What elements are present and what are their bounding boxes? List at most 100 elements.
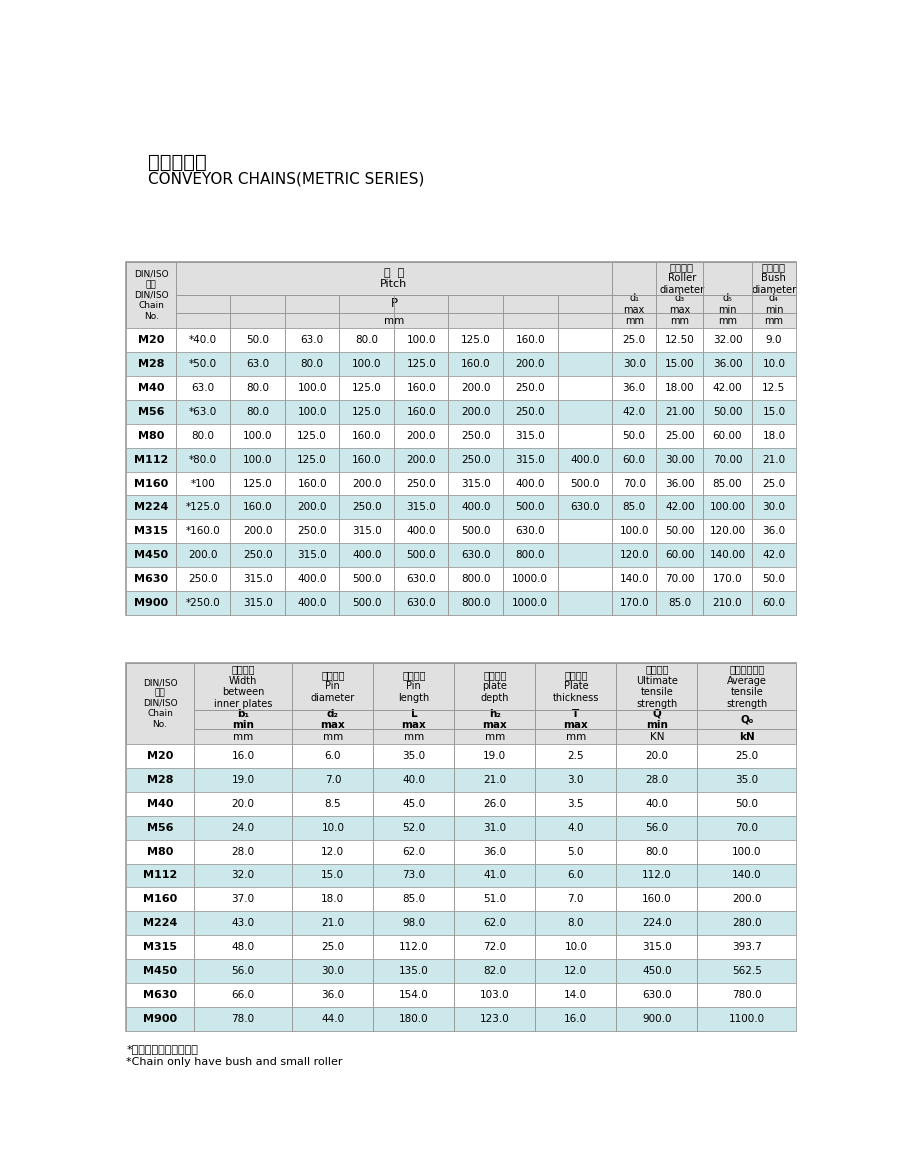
Text: 224.0: 224.0	[642, 918, 671, 929]
Text: 销轴直径
Pin
diameter: 销轴直径 Pin diameter	[310, 670, 355, 703]
Text: 米制输送链: 米制输送链	[148, 153, 207, 172]
Text: 80.0: 80.0	[301, 359, 324, 369]
Text: 2.5: 2.5	[568, 751, 584, 761]
Text: 112.0: 112.0	[642, 870, 671, 881]
Bar	[454, 728, 536, 745]
Text: 15.0: 15.0	[321, 870, 345, 881]
Bar	[126, 888, 796, 911]
Bar	[126, 495, 796, 520]
Text: 80.0: 80.0	[645, 847, 669, 857]
Bar	[126, 328, 796, 352]
Text: 36.0: 36.0	[321, 989, 345, 1000]
Text: 200.0: 200.0	[516, 359, 545, 369]
Text: 14.0: 14.0	[564, 989, 588, 1000]
Text: 154.0: 154.0	[399, 989, 428, 1000]
Text: d₅
min: d₅ min	[718, 293, 737, 315]
Text: 28.0: 28.0	[645, 775, 669, 785]
Text: 125.0: 125.0	[243, 479, 273, 488]
Text: M224: M224	[143, 918, 177, 929]
Text: 200.0: 200.0	[297, 502, 327, 513]
Bar	[126, 567, 796, 591]
Text: kN: kN	[739, 732, 754, 741]
Text: 80.0: 80.0	[192, 431, 214, 440]
Text: 100.0: 100.0	[297, 408, 327, 417]
Bar	[454, 663, 536, 711]
Text: 400.0: 400.0	[516, 479, 545, 488]
Text: 500.0: 500.0	[461, 526, 491, 536]
Text: 60.0: 60.0	[762, 598, 786, 608]
Bar	[698, 711, 796, 728]
Text: 70.0: 70.0	[623, 479, 645, 488]
Bar	[703, 313, 751, 328]
Text: M900: M900	[134, 598, 168, 608]
Text: 节  距
Pitch: 节 距 Pitch	[381, 267, 408, 289]
Text: 400.0: 400.0	[461, 502, 491, 513]
Text: 80.0: 80.0	[356, 335, 378, 345]
Text: 140.00: 140.00	[709, 550, 745, 560]
Text: d₃
max: d₃ max	[669, 293, 690, 315]
Text: 42.0: 42.0	[623, 408, 645, 417]
Text: 44.0: 44.0	[321, 1014, 345, 1023]
Text: 200.0: 200.0	[407, 454, 436, 465]
Text: 400.0: 400.0	[297, 598, 327, 608]
Text: 20.0: 20.0	[231, 799, 255, 809]
Text: DIN/ISO
链号
DIN/ISO
Chain
No.: DIN/ISO 链号 DIN/ISO Chain No.	[143, 678, 177, 728]
Text: 315.0: 315.0	[516, 454, 545, 465]
Text: 100.0: 100.0	[352, 359, 382, 369]
Bar	[126, 1007, 796, 1030]
Text: 12.0: 12.0	[564, 966, 588, 975]
Text: 123.0: 123.0	[480, 1014, 509, 1023]
Text: 18.00: 18.00	[665, 383, 695, 393]
Text: 36.0: 36.0	[623, 383, 645, 393]
Text: 70.00: 70.00	[713, 454, 742, 465]
Text: 170.0: 170.0	[619, 598, 649, 608]
Text: 100.0: 100.0	[243, 454, 273, 465]
Text: 200.0: 200.0	[461, 408, 491, 417]
Bar	[126, 816, 796, 840]
Bar	[126, 982, 796, 1007]
Bar	[292, 663, 374, 711]
Text: 3.5: 3.5	[568, 799, 584, 809]
Text: 42.00: 42.00	[713, 383, 742, 393]
Text: 35.0: 35.0	[735, 775, 758, 785]
Text: 100.0: 100.0	[407, 335, 436, 345]
Text: 52.0: 52.0	[402, 823, 426, 833]
Text: M40: M40	[147, 799, 174, 809]
Text: 42.00: 42.00	[665, 502, 695, 513]
Bar	[126, 591, 796, 615]
Text: 21.0: 21.0	[321, 918, 345, 929]
Text: 18.0: 18.0	[321, 895, 345, 904]
Text: 63.0: 63.0	[192, 383, 215, 393]
Text: M224: M224	[134, 502, 168, 513]
Text: 销轴长度
Pin
length: 销轴长度 Pin length	[398, 670, 429, 703]
Text: 393.7: 393.7	[732, 943, 761, 952]
Text: 63.0: 63.0	[301, 335, 324, 345]
Text: 78.0: 78.0	[231, 1014, 255, 1023]
Text: 125.0: 125.0	[406, 359, 436, 369]
Bar	[126, 663, 796, 1030]
Text: 37.0: 37.0	[231, 895, 255, 904]
Text: 36.00: 36.00	[713, 359, 742, 369]
Text: 25.00: 25.00	[665, 431, 695, 440]
Text: 125.0: 125.0	[352, 383, 382, 393]
Text: 125.0: 125.0	[352, 408, 382, 417]
Text: 1100.0: 1100.0	[729, 1014, 765, 1023]
Text: d₂
max: d₂ max	[320, 708, 346, 731]
Text: L
max: L max	[401, 708, 427, 731]
Text: 500.0: 500.0	[352, 574, 382, 584]
Text: 400.0: 400.0	[407, 526, 436, 536]
Text: 800.0: 800.0	[516, 550, 545, 560]
Bar	[126, 745, 796, 768]
Bar	[374, 728, 454, 745]
Text: 25.0: 25.0	[623, 335, 645, 345]
Bar	[454, 711, 536, 728]
Text: 250.0: 250.0	[297, 526, 327, 536]
Text: 160.0: 160.0	[243, 502, 273, 513]
Text: 200.0: 200.0	[352, 479, 382, 488]
Text: M315: M315	[143, 943, 177, 952]
Text: 12.0: 12.0	[321, 847, 345, 857]
Text: KN: KN	[650, 732, 664, 741]
Bar	[374, 663, 454, 711]
Text: *40.0: *40.0	[189, 335, 217, 345]
Text: *160.0: *160.0	[185, 526, 220, 536]
